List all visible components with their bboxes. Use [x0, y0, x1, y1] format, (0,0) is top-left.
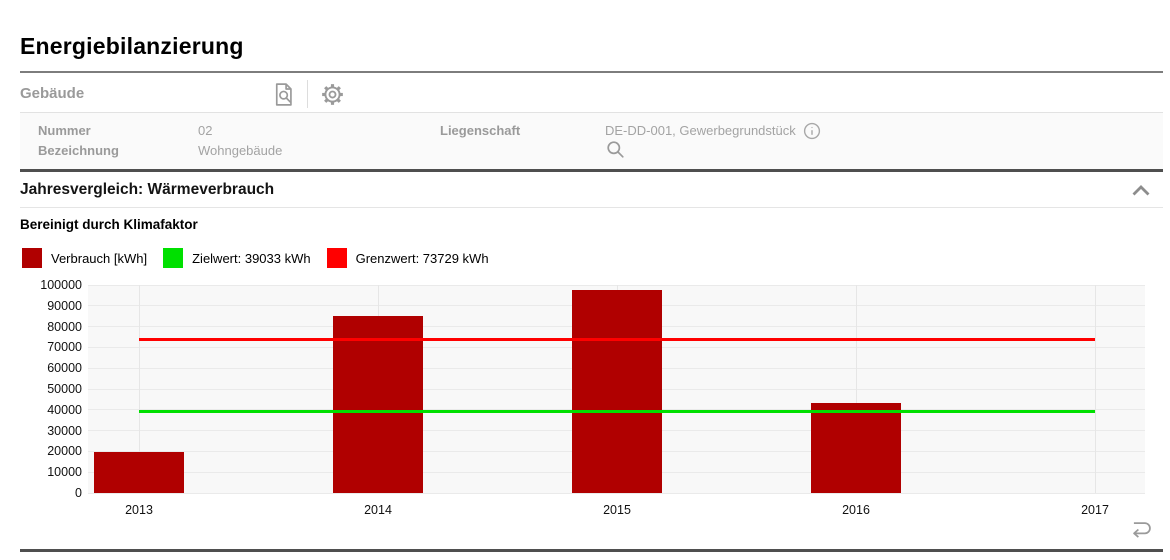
x-axis-label: 2015	[603, 503, 631, 517]
zielwert-line	[139, 410, 1095, 414]
bar-chart: 0 10000 20000 30000 40000 50000 60000 70000 8000…	[20, 277, 1163, 519]
document-search-icon	[275, 82, 292, 106]
chart-legend: Verbrauch [kWh] Zielwert: 39033 kWh Gren…	[22, 248, 489, 268]
y-axis-label: 10000	[47, 465, 82, 480]
legend-swatch-grenzwert	[326, 248, 347, 268]
legend-item-verbrauch[interactable]: Verbrauch [kWh]	[22, 248, 147, 268]
toolbar-divider	[307, 80, 308, 108]
bezeichnung-value: Wohngebäude	[198, 143, 283, 158]
x-axis-label: 2014	[364, 503, 392, 517]
legend-label: Grenzwert: 73729 kWh	[355, 250, 489, 266]
bezeichnung-label: Bezeichnung	[38, 143, 119, 158]
chart-subtitle: Bereinigt durch Klimafaktor	[20, 217, 198, 232]
document-preview-button[interactable]	[268, 79, 298, 109]
gear-icon	[321, 83, 343, 105]
x-axis-label: 2017	[1081, 503, 1109, 517]
legend-label: Verbrauch [kWh]	[51, 250, 148, 266]
liegenschaft-search-button[interactable]	[605, 139, 626, 160]
undo-button[interactable]	[1124, 514, 1158, 542]
y-axis-label: 50000	[47, 382, 82, 396]
settings-button[interactable]	[317, 79, 347, 109]
header-divider	[20, 71, 1163, 73]
bar-2014[interactable]	[333, 316, 423, 493]
search-icon	[607, 141, 624, 158]
liegenschaft-label: Liegenschaft	[440, 123, 521, 138]
liegenschaft-value: DE-DD-001, Gewerbegrundstück	[605, 123, 796, 138]
y-axis-label: 40000	[47, 402, 82, 417]
x-axis-label: 2016	[842, 503, 870, 517]
gridline-horizontal	[88, 492, 1145, 494]
page-title: Energiebilanzierung	[20, 33, 244, 60]
section-title: Jahresvergleich: Wärmeverbrauch	[20, 181, 275, 198]
section-divider-top	[20, 169, 1163, 172]
y-axis-label: 0	[75, 486, 82, 500]
chevron-up-icon	[1132, 184, 1150, 195]
y-axis-label: 20000	[47, 444, 82, 459]
bar-2015[interactable]	[572, 289, 662, 493]
legend-item-grenzwert[interactable]: Grenzwert: 73729 kWh	[326, 248, 489, 268]
bar-2013[interactable]	[94, 452, 184, 493]
liegenschaft-value-row: DE-DD-001, Gewerbegrundstück	[605, 121, 821, 141]
info-icon[interactable]	[803, 122, 821, 140]
gridline-vertical	[1094, 285, 1096, 493]
bar-2016[interactable]	[811, 402, 901, 493]
nummer-value: 02	[198, 123, 213, 138]
y-axis-label: 90000	[47, 298, 82, 313]
nummer-label: Nummer	[38, 123, 91, 138]
page-bottom-divider	[20, 549, 1163, 552]
x-axis-label: 2013	[125, 503, 153, 517]
legend-swatch-zielwert	[163, 248, 184, 268]
legend-item-zielwert[interactable]: Zielwert: 39033 kWh	[163, 248, 311, 268]
collapse-section-button[interactable]	[1128, 180, 1154, 200]
undo-arrow-icon	[1133, 522, 1151, 538]
building-fields: Nummer 02 Liegenschaft DE-DD-001, Gewerb…	[20, 113, 1163, 169]
grenzwert-line	[139, 338, 1095, 342]
y-axis-label: 70000	[47, 340, 82, 355]
gridline-vertical	[855, 285, 857, 493]
section-subdivider	[20, 207, 1163, 208]
gridline-vertical	[138, 285, 140, 493]
y-axis-label: 80000	[47, 319, 82, 334]
legend-swatch-verbrauch	[22, 248, 42, 268]
panel-divider	[20, 112, 1163, 113]
legend-label: Zielwert: 39033 kWh	[192, 250, 311, 266]
y-axis-label: 60000	[47, 361, 82, 376]
building-panel-title: Gebäude	[20, 85, 85, 102]
y-axis-label: 100000	[40, 278, 82, 292]
y-axis-label: 30000	[47, 423, 82, 438]
building-toolbar	[268, 79, 347, 109]
